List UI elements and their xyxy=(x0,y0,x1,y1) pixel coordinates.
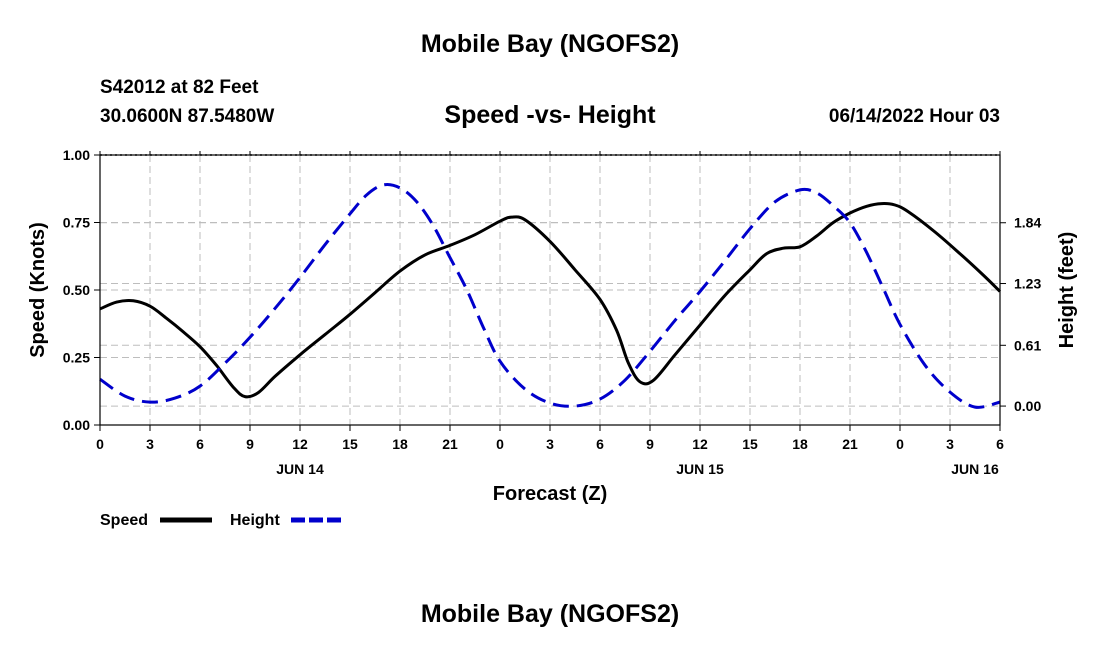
x-tick-label: 18 xyxy=(392,436,408,452)
x-tick-label: 6 xyxy=(596,436,604,452)
x-tick-label: 0 xyxy=(896,436,904,452)
station-label: S42012 at 82 Feet xyxy=(100,77,259,98)
legend-height-label: Height xyxy=(230,512,280,529)
series-lines xyxy=(99,182,1002,409)
legend-speed-label: Speed xyxy=(100,512,148,529)
date-label: JUN 14 xyxy=(276,461,324,477)
x-tick-label: 12 xyxy=(692,436,708,452)
speed-series-line xyxy=(99,202,1002,399)
y2-tick-label: 1.23 xyxy=(1014,276,1041,292)
forecast-datetime: 06/14/2022 Hour 03 xyxy=(828,106,1000,127)
x-tick-label: 21 xyxy=(842,436,858,452)
date-label: JUN 16 xyxy=(951,461,999,477)
x-tick-label: 15 xyxy=(342,436,358,452)
coordinates-label: 30.0600N 87.5480W xyxy=(100,106,275,127)
x-tick-label: 15 xyxy=(742,436,758,452)
x-tick-label: 12 xyxy=(292,436,308,452)
y2-tick-label: 0.00 xyxy=(1014,398,1041,414)
x-tick-label: 9 xyxy=(246,436,254,452)
x-tick-label: 3 xyxy=(546,436,554,452)
grid-lines xyxy=(100,155,1000,425)
x-tick-label: 0 xyxy=(496,436,504,452)
x-tick-label: 3 xyxy=(946,436,954,452)
y-axis-title: Speed (Knots) xyxy=(27,222,49,358)
y-tick-label: 0.00 xyxy=(63,417,90,433)
page-title: Mobile Bay (NGOFS2) xyxy=(420,30,680,58)
x-tick-label: 6 xyxy=(996,436,1004,452)
height-series-line xyxy=(99,182,1001,409)
y-tick-label: 0.25 xyxy=(63,350,90,366)
legend: Speed Height xyxy=(100,512,343,529)
x-tick-label: 0 xyxy=(96,436,104,452)
x-tick-label: 6 xyxy=(196,436,204,452)
axes: 0 3 6 9 12 15 18 21 0 3 6 9 12 15 18 21 0 3 6 0.00 0.25 0.50 0… xyxy=(63,147,1042,477)
chart-title: Speed -vs- Height xyxy=(444,101,656,129)
y-tick-label: 0.50 xyxy=(63,282,90,298)
x-tick-label: 3 xyxy=(146,436,154,452)
x-tick-label: 18 xyxy=(792,436,808,452)
y-tick-label: 1.00 xyxy=(63,147,90,163)
x-tick-label: 9 xyxy=(646,436,654,452)
y2-tick-label: 1.84 xyxy=(1014,215,1041,231)
x-tick-label: 21 xyxy=(442,436,458,452)
y2-axis-title: Height (feet) xyxy=(1056,232,1078,349)
footer-title: Mobile Bay (NGOFS2) xyxy=(420,600,680,628)
y-tick-label: 0.75 xyxy=(63,215,90,231)
x-axis-title: Forecast (Z) xyxy=(493,483,607,505)
y2-tick-label: 0.61 xyxy=(1014,337,1041,353)
date-label: JUN 15 xyxy=(676,461,724,477)
